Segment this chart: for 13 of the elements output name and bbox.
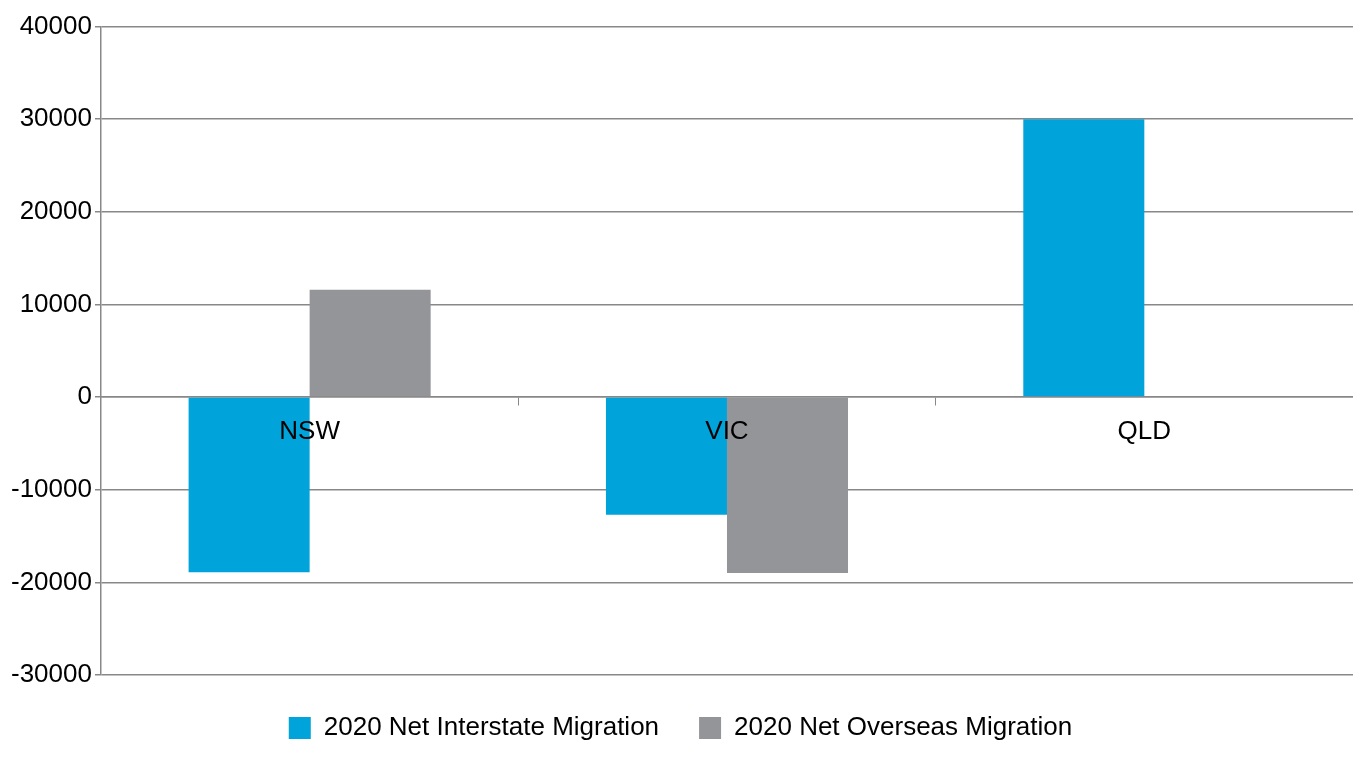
y-tick-label: -10000	[10, 472, 92, 503]
y-tick-label: 0	[77, 380, 92, 411]
bar	[309, 289, 431, 397]
y-tick-label: -20000	[10, 565, 92, 596]
y-tick-label: 20000	[19, 195, 92, 226]
y-tick-label: -30000	[10, 658, 92, 689]
y-tick-label: 10000	[19, 287, 92, 318]
bar	[1023, 119, 1145, 397]
x-tick-label: QLD	[1117, 415, 1172, 446]
legend-label: 2020 Net Overseas Migration	[734, 711, 1073, 742]
legend-label: 2020 Net Interstate Migration	[323, 711, 660, 742]
y-tick-label: 40000	[19, 9, 92, 40]
y-tick-label: 30000	[19, 102, 92, 133]
